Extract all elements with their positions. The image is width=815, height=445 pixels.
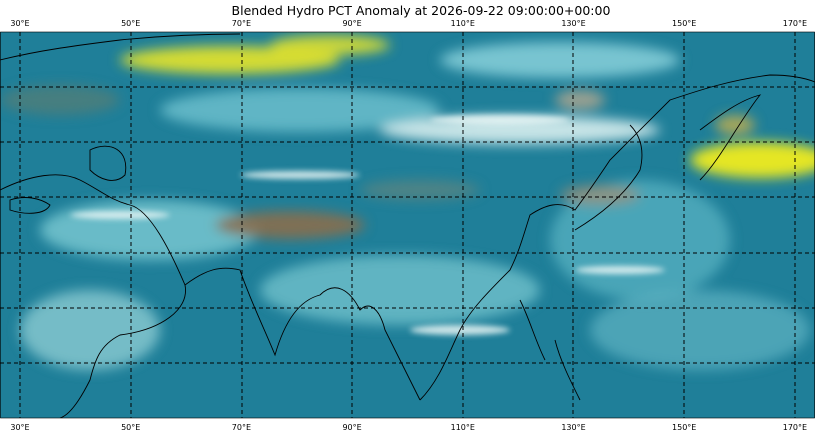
bottom-longitude-label: 110°E	[451, 423, 475, 432]
bottom-longitude-label: 50°E	[121, 423, 140, 432]
bottom-longitude-label: 70°E	[232, 423, 251, 432]
bottom-longitude-label: 130°E	[561, 423, 585, 432]
bottom-longitude-label: 90°E	[342, 423, 361, 432]
coastlines	[0, 33, 815, 418]
top-longitude-label: 30°E	[10, 19, 29, 28]
bottom-longitude-label: 30°E	[10, 423, 29, 432]
bottom-longitude-label: 150°E	[672, 423, 696, 432]
top-longitude-label: 50°E	[121, 19, 140, 28]
top-longitude-label: 170°E	[783, 19, 807, 28]
map-title: Blended Hydro PCT Anomaly at 2026-09-22 …	[232, 3, 611, 18]
graticule	[0, 32, 815, 418]
longitude-labels: 30°E 50°E 70°E 90°E 110°E 130°E 150°E 170°E 30°E…	[10, 19, 807, 432]
top-longitude-label: 130°E	[561, 19, 585, 28]
top-longitude-label: 150°E	[672, 19, 696, 28]
bottom-longitude-label: 170°E	[783, 423, 807, 432]
anomaly-field	[0, 32, 815, 418]
top-longitude-label: 110°E	[451, 19, 475, 28]
top-longitude-label: 70°E	[232, 19, 251, 28]
top-longitude-label: 90°E	[342, 19, 361, 28]
